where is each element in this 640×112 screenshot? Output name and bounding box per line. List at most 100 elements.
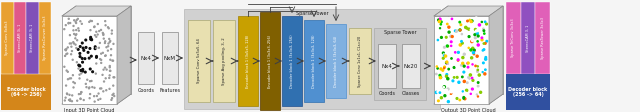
Point	[100, 42, 110, 44]
Point	[86, 55, 97, 57]
Point	[65, 100, 76, 102]
Point	[480, 73, 490, 75]
Point	[109, 95, 120, 97]
Point	[453, 59, 463, 61]
Point	[95, 58, 105, 60]
Point	[90, 34, 100, 36]
Point	[478, 28, 488, 30]
Point	[81, 83, 91, 85]
Point	[75, 56, 85, 57]
Point	[91, 31, 101, 33]
Point	[85, 29, 95, 31]
Point	[457, 42, 467, 44]
Point	[446, 91, 456, 93]
Point	[69, 19, 79, 21]
Point	[467, 20, 477, 22]
Point	[436, 23, 446, 25]
Text: Nx20: Nx20	[404, 64, 418, 69]
Point	[442, 23, 452, 25]
Point	[61, 85, 71, 86]
Point	[461, 27, 471, 28]
Point	[462, 20, 472, 22]
Point	[84, 57, 94, 59]
Point	[107, 97, 117, 99]
Text: StereoCAM 3i, 1: StereoCAM 3i, 1	[30, 24, 35, 52]
Point	[100, 55, 110, 57]
Point	[83, 52, 93, 53]
Point	[102, 69, 112, 70]
Point	[81, 86, 92, 88]
Point	[92, 95, 102, 97]
Point	[95, 88, 105, 89]
Point	[109, 76, 120, 78]
Point	[440, 55, 451, 57]
Text: Coords: Coords	[138, 87, 154, 93]
Point	[444, 66, 454, 68]
Point	[447, 18, 457, 20]
Point	[453, 52, 463, 53]
Point	[436, 37, 447, 38]
Point	[466, 29, 476, 31]
Point	[470, 88, 481, 90]
Point	[81, 46, 91, 48]
Text: Sparse Conv 5x5x5, 64: Sparse Conv 5x5x5, 64	[197, 39, 201, 83]
Point	[96, 59, 106, 61]
Point	[96, 87, 106, 89]
Point	[106, 48, 116, 50]
Point	[107, 30, 117, 31]
Point	[103, 45, 113, 47]
Point	[68, 74, 78, 76]
Point	[466, 93, 476, 95]
Point	[77, 61, 88, 63]
Point	[86, 38, 96, 40]
Point	[71, 33, 81, 35]
Point	[73, 48, 83, 50]
Point	[441, 36, 451, 38]
Point	[65, 99, 76, 100]
Point	[456, 40, 467, 42]
Point	[63, 22, 74, 24]
FancyBboxPatch shape	[188, 20, 210, 102]
Point	[72, 39, 83, 41]
Point	[441, 62, 451, 64]
FancyBboxPatch shape	[1, 74, 51, 110]
Point	[460, 98, 470, 100]
Point	[468, 79, 478, 81]
Text: StereoCAM 3i, 1: StereoCAM 3i, 1	[18, 24, 22, 52]
Point	[74, 78, 84, 79]
Point	[452, 76, 462, 78]
Text: Classes: Classes	[402, 90, 420, 96]
Point	[99, 33, 109, 35]
Point	[76, 98, 86, 100]
Point	[78, 47, 88, 49]
Point	[69, 43, 79, 44]
Point	[481, 58, 491, 60]
Point	[442, 61, 452, 63]
Point	[65, 22, 76, 24]
Point	[479, 33, 490, 34]
Text: Features: Features	[159, 87, 180, 93]
Point	[86, 36, 96, 38]
FancyBboxPatch shape	[326, 24, 346, 98]
Point	[474, 25, 484, 26]
Point	[91, 36, 101, 38]
Point	[435, 18, 445, 20]
Point	[431, 73, 442, 75]
Point	[61, 53, 72, 55]
Point	[442, 62, 452, 64]
Point	[477, 50, 488, 51]
Point	[104, 66, 115, 68]
Point	[85, 80, 95, 82]
Point	[62, 93, 72, 94]
Point	[468, 52, 479, 54]
Point	[65, 34, 75, 36]
Point	[459, 97, 469, 98]
Point	[466, 21, 476, 22]
Point	[449, 67, 460, 68]
Point	[438, 57, 449, 59]
Point	[446, 45, 456, 47]
Point	[474, 101, 484, 103]
Text: Nx4: Nx4	[381, 64, 392, 69]
Point	[444, 101, 454, 102]
Point	[67, 46, 77, 48]
